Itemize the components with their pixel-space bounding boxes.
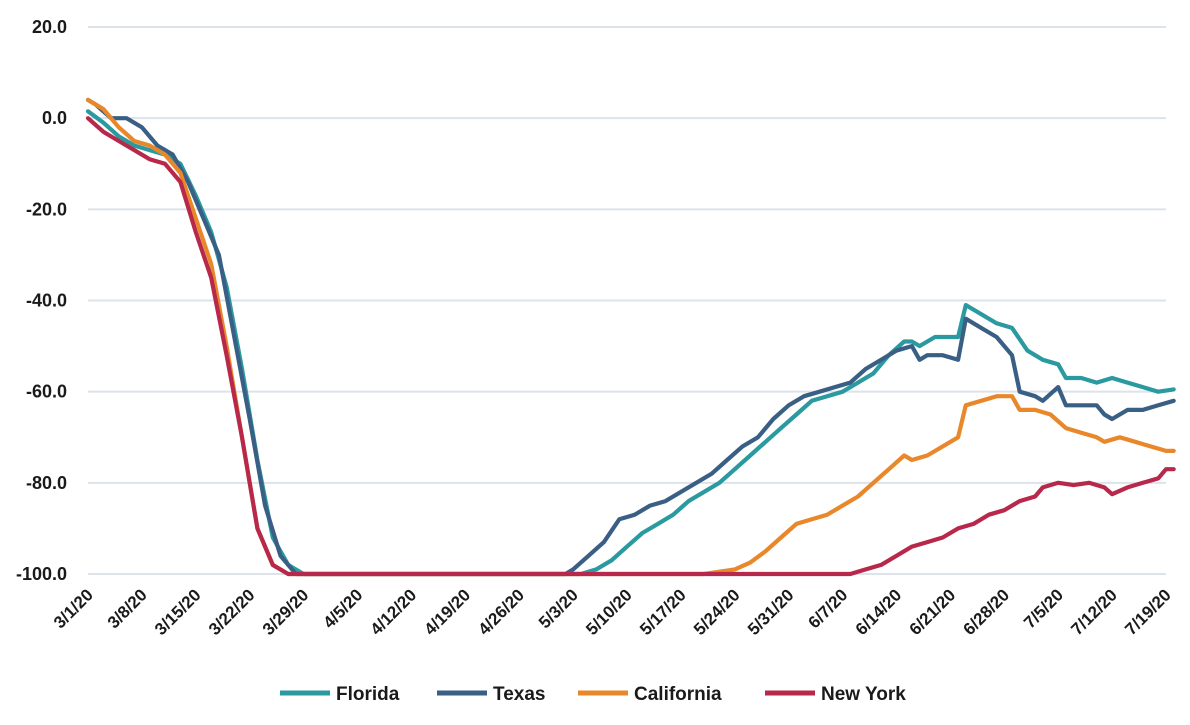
- x-tick-label: 6/28/20: [960, 585, 1014, 639]
- legend: Florida Texas California New York: [280, 684, 906, 705]
- legend-label-texas: Texas: [493, 684, 545, 705]
- legend-label-new-york: New York: [821, 684, 906, 705]
- x-tick-label: 4/12/20: [367, 585, 421, 639]
- x-tick-label: 4/19/20: [421, 585, 475, 639]
- x-tick-label: 5/3/20: [535, 585, 582, 632]
- x-tick-label: 6/14/20: [852, 585, 906, 639]
- x-tick-label: 3/22/20: [205, 585, 259, 639]
- y-tick-label: -80.0: [26, 473, 67, 493]
- y-tick-label: -20.0: [26, 199, 67, 219]
- y-tick-label: 0.0: [42, 108, 67, 128]
- x-tick-label: 5/17/20: [636, 585, 690, 639]
- y-tick-label: -40.0: [26, 291, 67, 311]
- legend-label-florida: Florida: [336, 684, 400, 705]
- y-tick-label: 20.0: [32, 17, 67, 37]
- y-axis-ticks: 20.0 0.0 -20.0 -40.0 -60.0 -80.0 -100.0: [16, 17, 67, 584]
- x-tick-label: 4/5/20: [319, 585, 366, 632]
- series-line-california: [85, 97, 1176, 577]
- x-tick-label: 6/21/20: [906, 585, 960, 639]
- series-lines: [85, 97, 1176, 577]
- x-tick-label: 6/7/20: [805, 585, 852, 632]
- series-line-new-york: [85, 116, 1176, 577]
- y-tick-label: -100.0: [16, 564, 67, 584]
- x-tick-label: 4/26/20: [474, 585, 528, 639]
- legend-label-california: California: [634, 684, 722, 705]
- x-tick-label: 7/12/20: [1067, 585, 1121, 639]
- x-tick-label: 7/19/20: [1121, 585, 1175, 639]
- x-tick-label: 5/10/20: [582, 585, 636, 639]
- x-tick-label: 3/29/20: [259, 585, 313, 639]
- x-tick-label: 3/15/20: [151, 585, 205, 639]
- x-axis-ticks: 3/1/20 3/8/20 3/15/20 3/22/20 3/29/20 4/5/20 4…: [50, 585, 1175, 639]
- series-line-texas: [85, 97, 1176, 577]
- x-tick-label: 7/5/20: [1020, 585, 1067, 632]
- gridlines: [88, 26, 1166, 575]
- y-tick-label: -60.0: [26, 382, 67, 402]
- x-tick-label: 3/1/20: [50, 585, 97, 632]
- x-tick-label: 3/8/20: [104, 585, 151, 632]
- x-tick-label: 5/24/20: [690, 585, 744, 639]
- x-tick-label: 5/31/20: [744, 585, 798, 639]
